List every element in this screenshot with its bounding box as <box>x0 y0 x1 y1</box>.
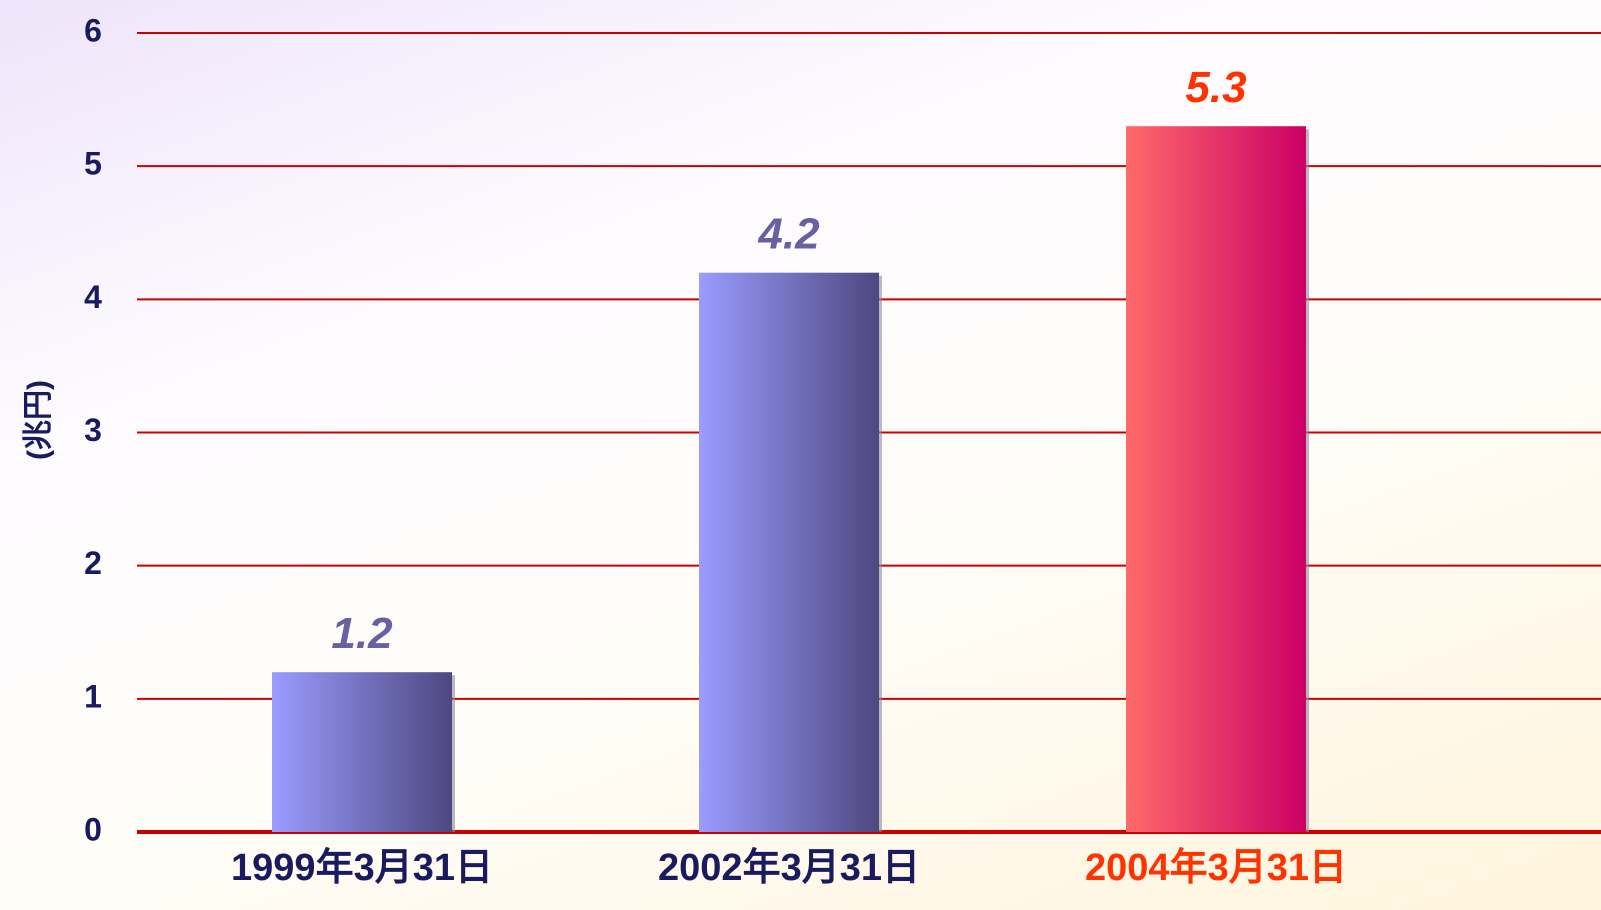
y-axis-label: (兆円) <box>22 380 55 460</box>
bar <box>272 672 452 832</box>
y-tick-label: 0 <box>84 811 102 847</box>
y-tick-label: 5 <box>84 146 102 182</box>
y-tick-label: 4 <box>84 279 102 315</box>
x-tick-label: 1999年3月31日 <box>231 847 493 889</box>
x-tick-label: 2004年3月31日 <box>1085 847 1347 889</box>
y-tick-label: 6 <box>84 12 102 48</box>
y-tick-label: 3 <box>84 412 102 448</box>
bar <box>699 272 879 832</box>
bar <box>1126 126 1306 832</box>
y-tick-label: 1 <box>84 678 102 714</box>
x-tick-label: 2002年3月31日 <box>658 847 920 889</box>
value-label: 4.2 <box>757 209 820 258</box>
value-label: 1.2 <box>331 609 393 658</box>
y-tick-label: 2 <box>84 545 102 581</box>
value-label: 5.3 <box>1185 63 1246 112</box>
